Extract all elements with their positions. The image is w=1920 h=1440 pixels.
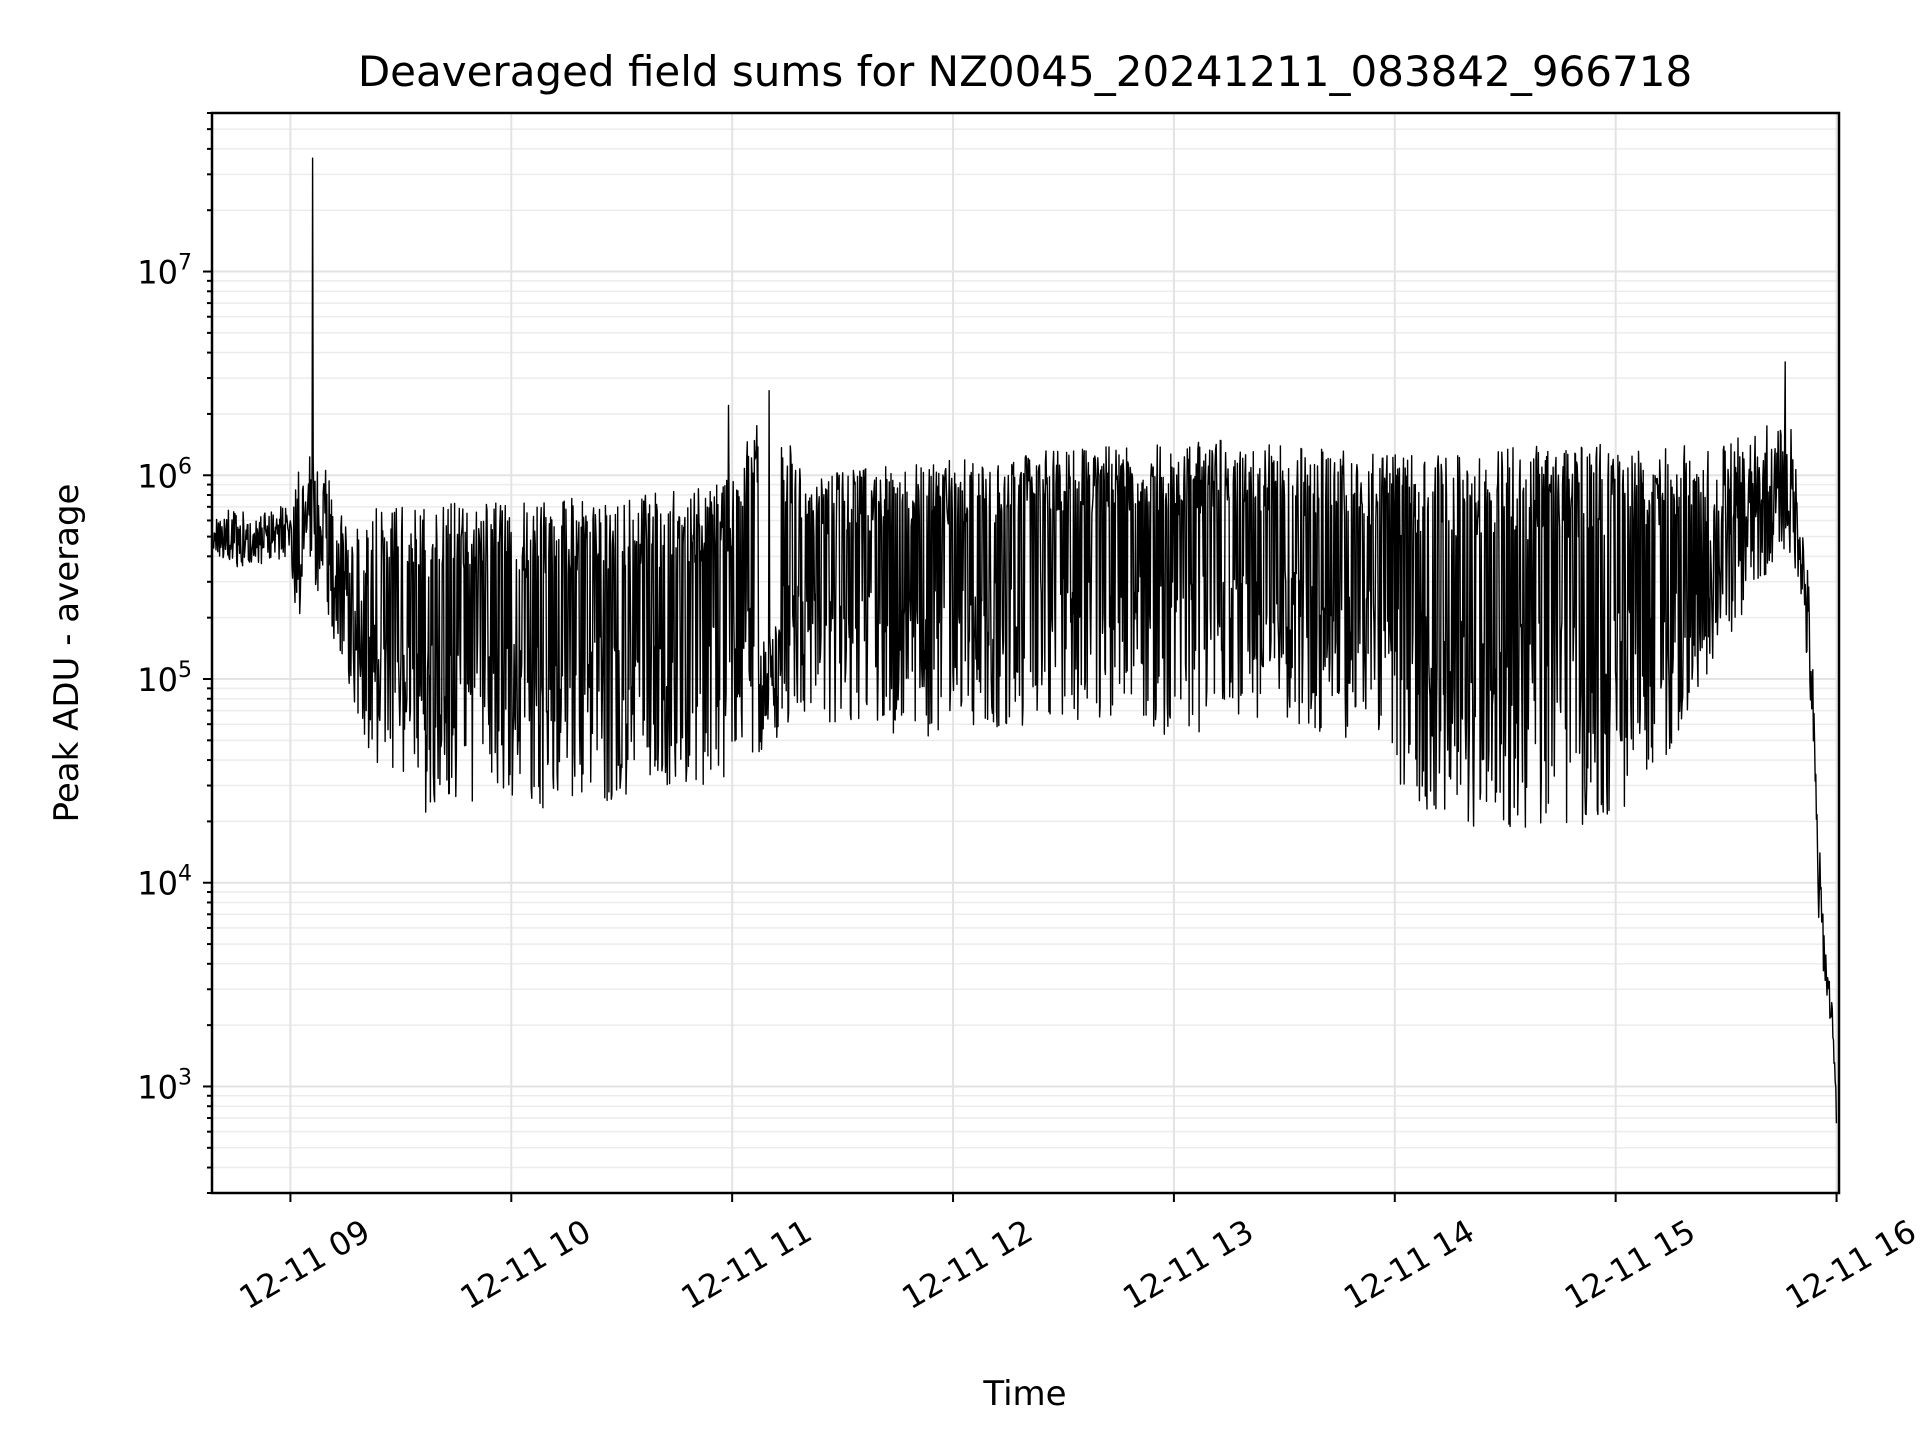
y-tick-label: 105	[137, 658, 192, 699]
series-path	[212, 157, 1838, 1124]
x-axis-label: Time	[982, 1374, 1066, 1414]
y-tick-label: 103	[137, 1065, 192, 1106]
series-line	[212, 157, 1838, 1124]
y-tick-label: 107	[137, 251, 192, 292]
y-tick-label: 106	[137, 454, 192, 495]
y-axis-label: Peak ADU - average	[47, 484, 87, 823]
chart-title: Deaveraged field sums for NZ0045_2024121…	[358, 47, 1692, 96]
plot-frame	[210, 111, 1841, 1195]
y-tick-label: 104	[137, 862, 192, 903]
